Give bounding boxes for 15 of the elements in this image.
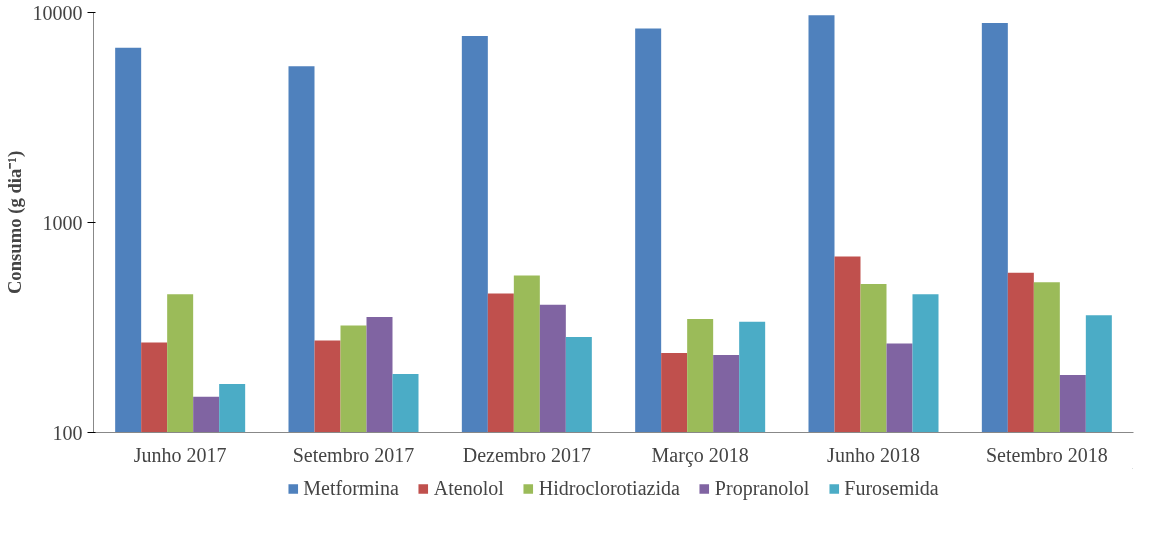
- y-tick-label: 1000: [42, 211, 83, 234]
- x-tick-label: Março 2018: [651, 443, 749, 467]
- y-axis-title: Consumo (g dia⁻¹): [3, 150, 26, 295]
- y-tick-label: 100: [52, 421, 83, 444]
- x-tick-label: Setembro 2017: [292, 443, 415, 466]
- legend-label: Atenolol: [433, 476, 504, 500]
- x-tick-label: Junho 2017: [133, 443, 227, 466]
- x-tick-label: Setembro 2018: [986, 443, 1108, 466]
- legend-label: Hidroclorotiazida: [538, 476, 680, 500]
- legend-label: Metformina: [303, 476, 399, 500]
- legend-label: Furosemida: [844, 476, 939, 500]
- x-tick-label: Dezembro 2017: [462, 443, 591, 466]
- x-tick-label: Junho 2018: [827, 443, 920, 466]
- legend-label: Propranolol: [714, 476, 810, 500]
- y-tick-label: 10000: [32, 1, 83, 24]
